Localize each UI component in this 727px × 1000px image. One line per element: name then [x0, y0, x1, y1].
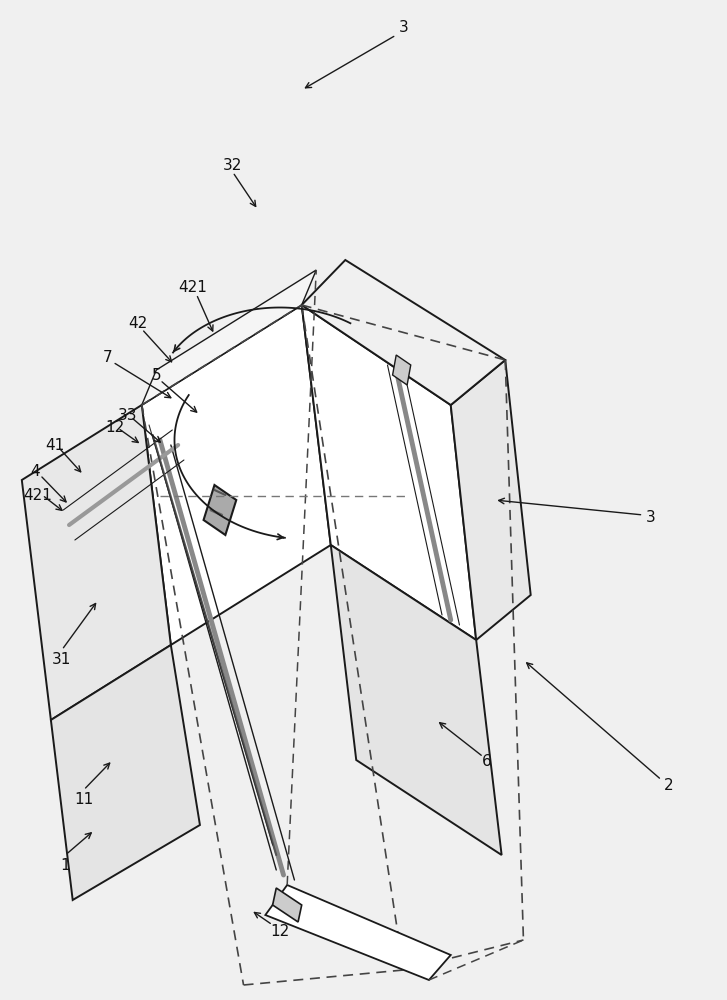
Polygon shape — [204, 485, 236, 535]
Text: 6: 6 — [482, 754, 492, 770]
Text: 1: 1 — [60, 857, 71, 872]
Text: 2: 2 — [664, 778, 674, 792]
Polygon shape — [302, 260, 505, 405]
Polygon shape — [51, 645, 200, 900]
Polygon shape — [451, 360, 531, 640]
Text: 12: 12 — [270, 924, 289, 940]
Text: 7: 7 — [103, 351, 113, 365]
Text: 42: 42 — [129, 316, 148, 332]
Text: 421: 421 — [23, 488, 52, 502]
Polygon shape — [142, 270, 316, 405]
Text: 4: 4 — [30, 464, 40, 480]
Polygon shape — [393, 355, 411, 385]
Text: 32: 32 — [223, 157, 242, 172]
Polygon shape — [265, 885, 451, 980]
Text: 12: 12 — [105, 420, 124, 434]
Text: 11: 11 — [74, 792, 93, 808]
Polygon shape — [331, 545, 502, 855]
Polygon shape — [142, 305, 331, 645]
Text: 421: 421 — [178, 280, 207, 296]
Text: 41: 41 — [45, 438, 64, 452]
Polygon shape — [273, 888, 302, 922]
Polygon shape — [22, 405, 171, 720]
Text: 5: 5 — [151, 367, 161, 382]
Polygon shape — [302, 305, 476, 640]
Text: 3: 3 — [646, 510, 656, 526]
Text: 3: 3 — [398, 20, 409, 35]
Text: 33: 33 — [118, 408, 137, 422]
Text: 31: 31 — [52, 652, 71, 668]
